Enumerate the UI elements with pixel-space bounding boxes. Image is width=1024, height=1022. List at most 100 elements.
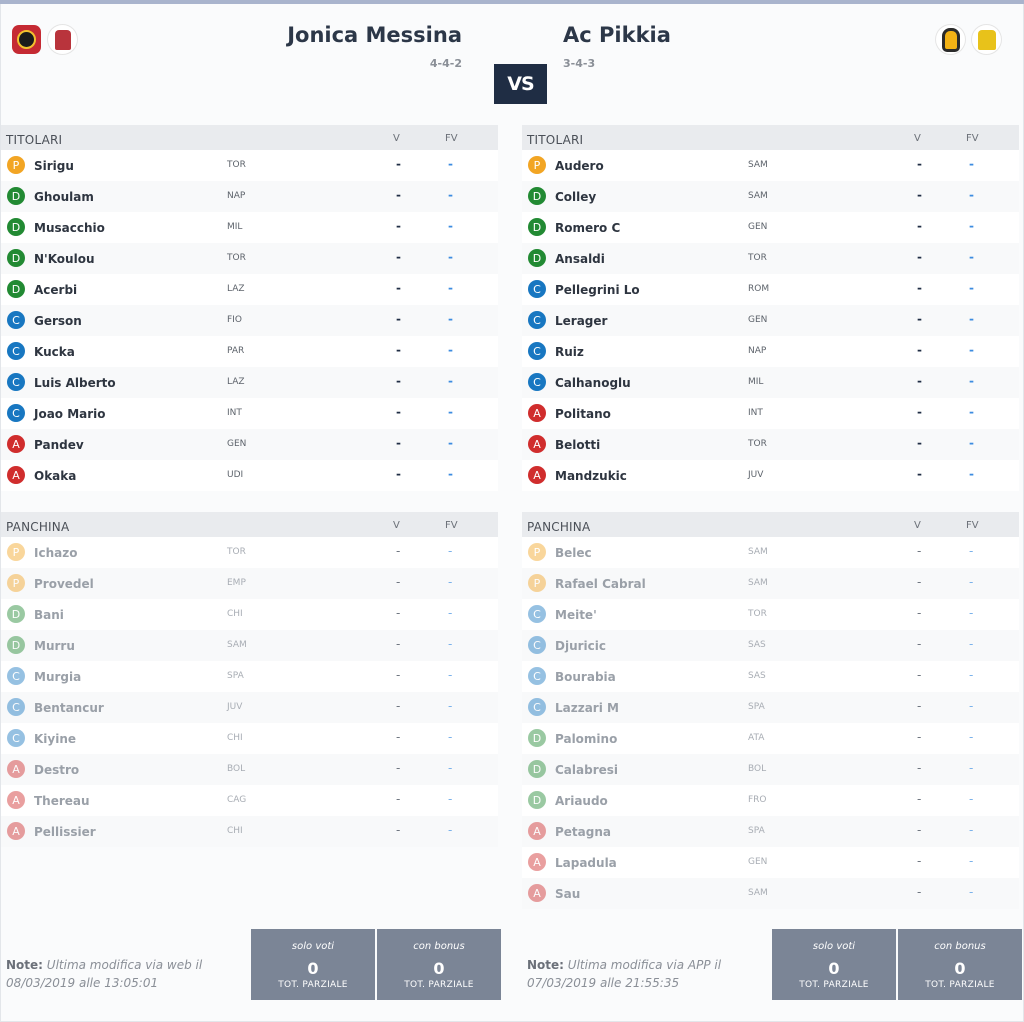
player-row[interactable]: C Meite' TOR - - <box>522 599 1019 630</box>
player-row[interactable]: A Pellissier CHI - - <box>1 816 498 847</box>
player-name[interactable]: Joao Mario <box>34 407 106 421</box>
player-row[interactable]: A Thereau CAG - - <box>1 785 498 816</box>
player-row[interactable]: D Colley SAM - - <box>522 181 1019 212</box>
player-row[interactable]: D Palomino ATA - - <box>522 723 1019 754</box>
player-row[interactable]: C Pellegrini Lo ROM - - <box>522 274 1019 305</box>
player-row[interactable]: A Politano INT - - <box>522 398 1019 429</box>
player-name[interactable]: Rafael Cabral <box>555 577 646 591</box>
player-name[interactable]: Pandev <box>34 438 84 452</box>
home-team-name[interactable]: Jonica Messina <box>287 23 462 47</box>
player-vote: - <box>396 699 401 713</box>
away-team-name[interactable]: Ac Pikkia <box>563 23 671 47</box>
player-row[interactable]: C Gerson FIO - - <box>1 305 498 336</box>
player-name[interactable]: Sirigu <box>34 159 74 173</box>
player-row[interactable]: P Provedel EMP - - <box>1 568 498 599</box>
player-row[interactable]: A Sau SAM - - <box>522 878 1019 909</box>
player-name[interactable]: Kucka <box>34 345 75 359</box>
player-row[interactable]: C Bentancur JUV - - <box>1 692 498 723</box>
home-titolari-table: TITOLARI V FV P Sirigu TOR - - D Ghoulam NAP - - D Mus… <box>1 125 498 491</box>
player-name[interactable]: Luis Alberto <box>34 376 116 390</box>
player-name[interactable]: Ichazo <box>34 546 78 560</box>
player-row[interactable]: C Bourabia SAS - - <box>522 661 1019 692</box>
player-row[interactable]: C Calhanoglu MIL - - <box>522 367 1019 398</box>
player-fantavote: - <box>448 343 453 357</box>
player-row[interactable]: D Ghoulam NAP - - <box>1 181 498 212</box>
player-row[interactable]: C Ruiz NAP - - <box>522 336 1019 367</box>
player-row[interactable]: P Ichazo TOR - - <box>1 537 498 568</box>
player-name[interactable]: Kiyine <box>34 732 77 746</box>
player-row[interactable]: D Calabresi BOL - - <box>522 754 1019 785</box>
player-row[interactable]: C Kiyine CHI - - <box>1 723 498 754</box>
home-team-logo-icon[interactable] <box>12 25 41 54</box>
home-jersey-icon[interactable] <box>48 25 77 54</box>
away-jersey-icon[interactable] <box>936 25 965 54</box>
player-name[interactable]: Mandzukic <box>555 469 627 483</box>
player-row[interactable]: P Rafael Cabral SAM - - <box>522 568 1019 599</box>
player-name[interactable]: Musacchio <box>34 221 105 235</box>
player-name[interactable]: Ghoulam <box>34 190 94 204</box>
player-row[interactable]: C Lazzari M SPA - - <box>522 692 1019 723</box>
player-name[interactable]: Bani <box>34 608 64 622</box>
player-row[interactable]: P Audero SAM - - <box>522 150 1019 181</box>
player-name[interactable]: Provedel <box>34 577 94 591</box>
player-name[interactable]: Ruiz <box>555 345 584 359</box>
player-row[interactable]: C Luis Alberto LAZ - - <box>1 367 498 398</box>
player-name[interactable]: Bentancur <box>34 701 104 715</box>
player-row[interactable]: D Murru SAM - - <box>1 630 498 661</box>
player-row[interactable]: D Musacchio MIL - - <box>1 212 498 243</box>
player-row[interactable]: D N'Koulou TOR - - <box>1 243 498 274</box>
player-name[interactable]: Ariaudo <box>555 794 608 808</box>
away-jersey-icon-2[interactable] <box>972 25 1001 54</box>
vs-badge: VS <box>494 64 547 104</box>
player-name[interactable]: Pellegrini Lo <box>555 283 640 297</box>
player-name[interactable]: Politano <box>555 407 611 421</box>
player-name[interactable]: Belec <box>555 546 592 560</box>
player-row[interactable]: D Acerbi LAZ - - <box>1 274 498 305</box>
player-name[interactable]: Murgia <box>34 670 82 684</box>
player-row[interactable]: A Okaka UDI - - <box>1 460 498 491</box>
player-name[interactable]: Murru <box>34 639 75 653</box>
player-name[interactable]: Thereau <box>34 794 90 808</box>
player-name[interactable]: Acerbi <box>34 283 78 297</box>
player-row[interactable]: A Mandzukic JUV - - <box>522 460 1019 491</box>
player-row[interactable]: D Romero C GEN - - <box>522 212 1019 243</box>
player-name[interactable]: Bourabia <box>555 670 616 684</box>
player-name[interactable]: N'Koulou <box>34 252 95 266</box>
player-row[interactable]: D Ansaldi TOR - - <box>522 243 1019 274</box>
player-row[interactable]: P Belec SAM - - <box>522 537 1019 568</box>
player-name[interactable]: Colley <box>555 190 597 204</box>
player-row[interactable]: C Murgia SPA - - <box>1 661 498 692</box>
player-name[interactable]: Djuricic <box>555 639 606 653</box>
player-name[interactable]: Gerson <box>34 314 82 328</box>
player-row[interactable]: A Destro BOL - - <box>1 754 498 785</box>
player-name[interactable]: Pellissier <box>34 825 96 839</box>
player-name[interactable]: Petagna <box>555 825 611 839</box>
player-name[interactable]: Audero <box>555 159 604 173</box>
player-vote: - <box>917 188 922 202</box>
player-row[interactable]: A Pandev GEN - - <box>1 429 498 460</box>
player-row[interactable]: A Lapadula GEN - - <box>522 847 1019 878</box>
player-row[interactable]: D Bani CHI - - <box>1 599 498 630</box>
player-name[interactable]: Palomino <box>555 732 618 746</box>
player-row[interactable]: C Kucka PAR - - <box>1 336 498 367</box>
player-row[interactable]: A Belotti TOR - - <box>522 429 1019 460</box>
player-row[interactable]: A Petagna SPA - - <box>522 816 1019 847</box>
player-name[interactable]: Lazzari M <box>555 701 619 715</box>
player-name[interactable]: Calabresi <box>555 763 619 777</box>
player-row[interactable]: D Ariaudo FRO - - <box>522 785 1019 816</box>
player-name[interactable]: Destro <box>34 763 80 777</box>
player-name[interactable]: Belotti <box>555 438 601 452</box>
player-row[interactable]: P Sirigu TOR - - <box>1 150 498 181</box>
player-row[interactable]: C Joao Mario INT - - <box>1 398 498 429</box>
player-name[interactable]: Romero C <box>555 221 621 235</box>
player-name[interactable]: Meite' <box>555 608 597 622</box>
player-name[interactable]: Lerager <box>555 314 608 328</box>
player-name[interactable]: Sau <box>555 887 581 901</box>
player-fantavote: - <box>448 436 453 450</box>
player-row[interactable]: C Djuricic SAS - - <box>522 630 1019 661</box>
player-name[interactable]: Calhanoglu <box>555 376 631 390</box>
player-name[interactable]: Okaka <box>34 469 77 483</box>
player-name[interactable]: Ansaldi <box>555 252 605 266</box>
player-row[interactable]: C Lerager GEN - - <box>522 305 1019 336</box>
player-name[interactable]: Lapadula <box>555 856 617 870</box>
